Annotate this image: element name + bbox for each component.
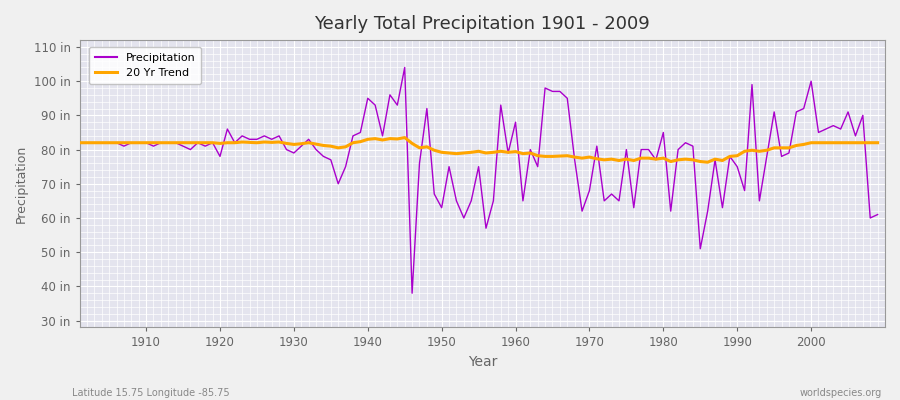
20 Yr Trend: [340, 144, 351, 149]
Precipitation: [518, 198, 528, 203]
Precipitation: [614, 198, 625, 203]
20 Yr Trend: [400, 135, 410, 140]
Text: Latitude 15.75 Longitude -85.75: Latitude 15.75 Longitude -85.75: [72, 388, 230, 398]
Precipitation: [525, 147, 535, 152]
X-axis label: Year: Year: [468, 355, 497, 369]
Line: 20 Yr Trend: 20 Yr Trend: [79, 138, 878, 162]
Y-axis label: Precipitation: Precipitation: [15, 145, 28, 223]
Precipitation: [407, 291, 418, 296]
20 Yr Trend: [872, 140, 883, 145]
Precipitation: [340, 164, 351, 169]
Precipitation: [74, 140, 85, 145]
20 Yr Trend: [510, 149, 521, 154]
Precipitation: [296, 144, 307, 148]
Line: Precipitation: Precipitation: [79, 68, 878, 293]
20 Yr Trend: [518, 151, 528, 156]
Title: Yearly Total Precipitation 1901 - 2009: Yearly Total Precipitation 1901 - 2009: [314, 15, 650, 33]
Precipitation: [400, 65, 410, 70]
Precipitation: [872, 212, 883, 217]
20 Yr Trend: [133, 140, 144, 145]
20 Yr Trend: [607, 157, 617, 162]
20 Yr Trend: [296, 141, 307, 146]
20 Yr Trend: [74, 140, 85, 145]
Precipitation: [133, 140, 144, 145]
Text: worldspecies.org: worldspecies.org: [800, 388, 882, 398]
Legend: Precipitation, 20 Yr Trend: Precipitation, 20 Yr Trend: [89, 47, 201, 84]
20 Yr Trend: [702, 160, 713, 165]
